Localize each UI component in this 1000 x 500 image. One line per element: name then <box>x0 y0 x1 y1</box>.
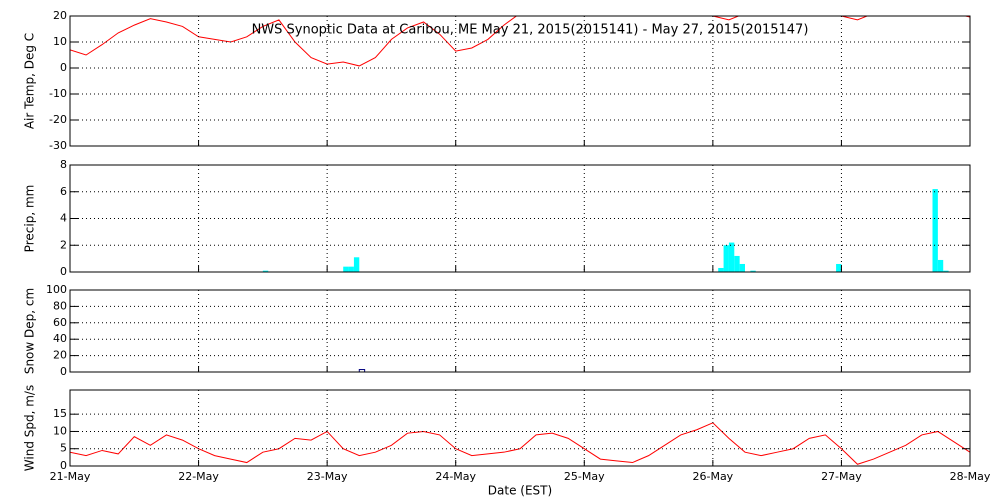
y-tick-label: 60 <box>53 316 67 329</box>
data-line <box>70 16 970 67</box>
bar <box>353 257 360 272</box>
y-tick-label: 10 <box>53 35 67 48</box>
x-tick-label: 25-May <box>564 470 605 483</box>
x-tick-label: 26-May <box>692 470 733 483</box>
chart-title: NWS Synoptic Data at Caribou, ME May 21,… <box>252 23 809 38</box>
y-tick-label: 20 <box>53 349 67 362</box>
bar <box>937 259 944 272</box>
plot-frame <box>69 289 971 373</box>
y-tick-label: 0 <box>60 61 67 74</box>
y-tick-label: 15 <box>53 407 67 420</box>
y-axis-label: Snow Dep, cm <box>23 288 37 374</box>
y-tick-label: 80 <box>53 299 67 312</box>
x-tick-label: 21-May <box>50 470 91 483</box>
bar <box>723 245 729 272</box>
y-tick-label: 20 <box>53 9 67 22</box>
bar <box>750 270 756 272</box>
y-axis-label: Precip, mm <box>23 185 37 253</box>
x-tick-label: 27-May <box>821 470 862 483</box>
y-tick-label: -20 <box>49 113 67 126</box>
plot <box>70 16 970 67</box>
plot <box>358 369 366 372</box>
y-tick-label: 4 <box>60 212 67 225</box>
bar <box>836 263 842 272</box>
x-axis-label: Date (EST) <box>488 484 552 498</box>
x-tick-label: 22-May <box>178 470 219 483</box>
bar <box>348 266 354 272</box>
y-tick-label: 6 <box>60 185 67 198</box>
y-axis-label: Air Temp, Deg C <box>23 33 37 129</box>
bar <box>343 266 349 272</box>
plot <box>70 422 970 465</box>
data-line <box>70 422 970 465</box>
bar <box>734 255 740 272</box>
y-tick-label: 5 <box>60 442 67 455</box>
y-tick-label: -10 <box>49 87 67 100</box>
bar <box>262 270 269 272</box>
x-tick-label: 24-May <box>435 470 476 483</box>
y-tick-label: 0 <box>60 459 67 472</box>
x-tick-label: 28-May <box>950 470 991 483</box>
y-tick-label: 8 <box>60 158 67 171</box>
y-tick-label: 10 <box>53 424 67 437</box>
x-tick-label: 23-May <box>307 470 348 483</box>
bar <box>718 267 724 272</box>
y-axis-label: Wind Spd, m/s <box>23 385 37 471</box>
y-tick-label: 0 <box>60 265 67 278</box>
plot-frame <box>69 389 971 467</box>
y-tick-label: 0 <box>60 365 67 378</box>
y-tick-label: 40 <box>53 332 67 345</box>
plot <box>262 189 949 272</box>
bar <box>943 270 949 272</box>
bar <box>932 189 938 272</box>
y-tick-label: 2 <box>60 238 67 251</box>
y-tick-label: -30 <box>49 139 67 152</box>
bar <box>358 369 366 372</box>
bar <box>739 263 745 272</box>
plot-frame <box>69 15 971 147</box>
bar <box>728 242 735 272</box>
plot-frame <box>69 164 971 273</box>
y-tick-label: 100 <box>46 283 67 296</box>
